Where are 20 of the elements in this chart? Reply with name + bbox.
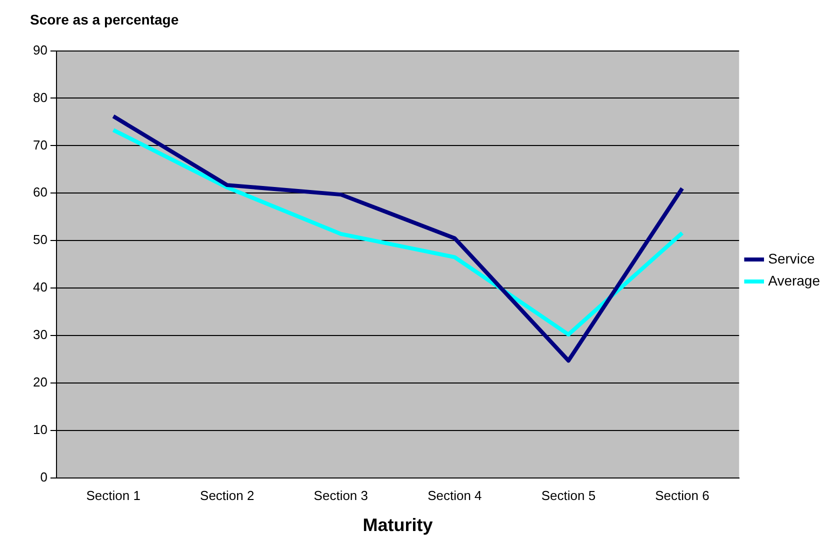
y-tick-label: 30: [32, 327, 48, 342]
y-tick-label: 60: [32, 184, 48, 200]
legend-label: Average: [768, 272, 820, 288]
legend-label: Service: [768, 250, 816, 266]
y-tick-label: 10: [32, 422, 48, 437]
x-axis-title: Maturity: [362, 515, 433, 536]
x-tick-label: Section 4: [428, 488, 482, 504]
y-tick-label: 0: [40, 469, 48, 484]
y-tick-label: 20: [32, 374, 48, 390]
y-tick-label: 50: [32, 232, 48, 248]
x-tick-label: Section 3: [314, 488, 368, 504]
x-tick-label: Section 5: [541, 488, 596, 504]
x-tick-label: Section 2: [200, 488, 254, 504]
y-tick-label: 70: [32, 137, 48, 152]
x-tick-label: Section 1: [86, 488, 140, 504]
x-tick-label: Section 6: [655, 488, 710, 504]
y-axis-title: Score as a percentage: [30, 11, 179, 28]
y-tick-label: 90: [32, 42, 48, 58]
y-tick-label: 80: [32, 90, 48, 105]
y-tick-label: 40: [32, 280, 48, 295]
